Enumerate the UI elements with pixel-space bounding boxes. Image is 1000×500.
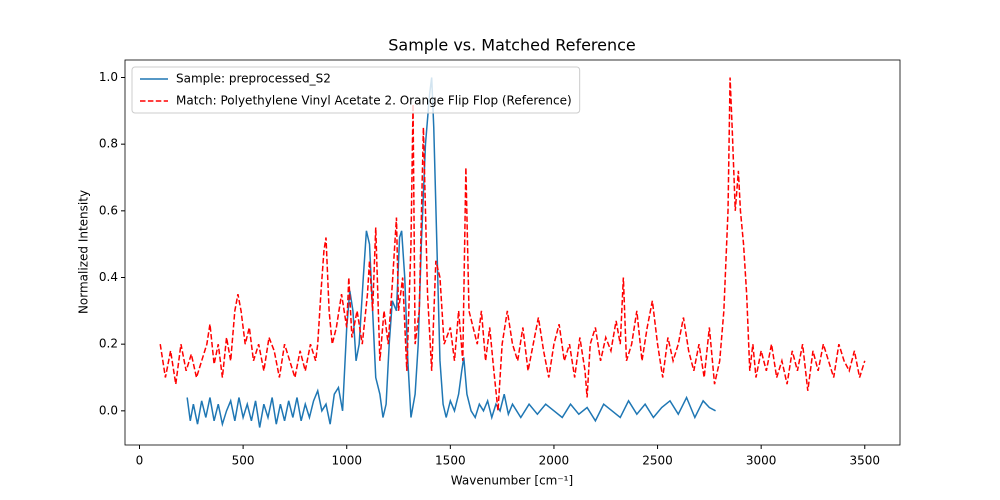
plot-frame [124, 59, 901, 446]
y-tick-label: 0.8 [99, 137, 118, 151]
x-tick-label: 3500 [849, 454, 880, 468]
y-tick-label: 0.6 [99, 203, 118, 217]
x-tick-label: 1000 [331, 454, 362, 468]
x-tick-label: 500 [232, 454, 255, 468]
y-axis-label: Normalized Intensity [77, 190, 91, 314]
series-line [159, 77, 866, 411]
x-axis-label: Wavenumber [cm⁻¹] [451, 474, 573, 488]
legend: Sample: preprocessed_S2 Match: Polyethyle… [131, 66, 581, 114]
chart-title: Sample vs. Matched Reference [388, 36, 636, 55]
series-line [186, 77, 716, 428]
x-tick-label: 1500 [435, 454, 466, 468]
x-tick-label: 3000 [746, 454, 777, 468]
y-tick-label: 0.0 [99, 403, 118, 417]
legend-label: Sample: preprocessed_S2 [176, 72, 331, 86]
legend-box [131, 66, 581, 114]
legend-label: Match: Polyethylene Vinyl Acetate 2. Ora… [176, 94, 572, 108]
x-tick-label: 2500 [642, 454, 673, 468]
y-tick-label: 0.4 [99, 270, 118, 284]
x-tick-label: 2000 [539, 454, 570, 468]
x-tick-label: 0 [136, 454, 144, 468]
y-tick-label: 1.0 [99, 70, 118, 84]
y-tick-label: 0.2 [99, 337, 118, 351]
